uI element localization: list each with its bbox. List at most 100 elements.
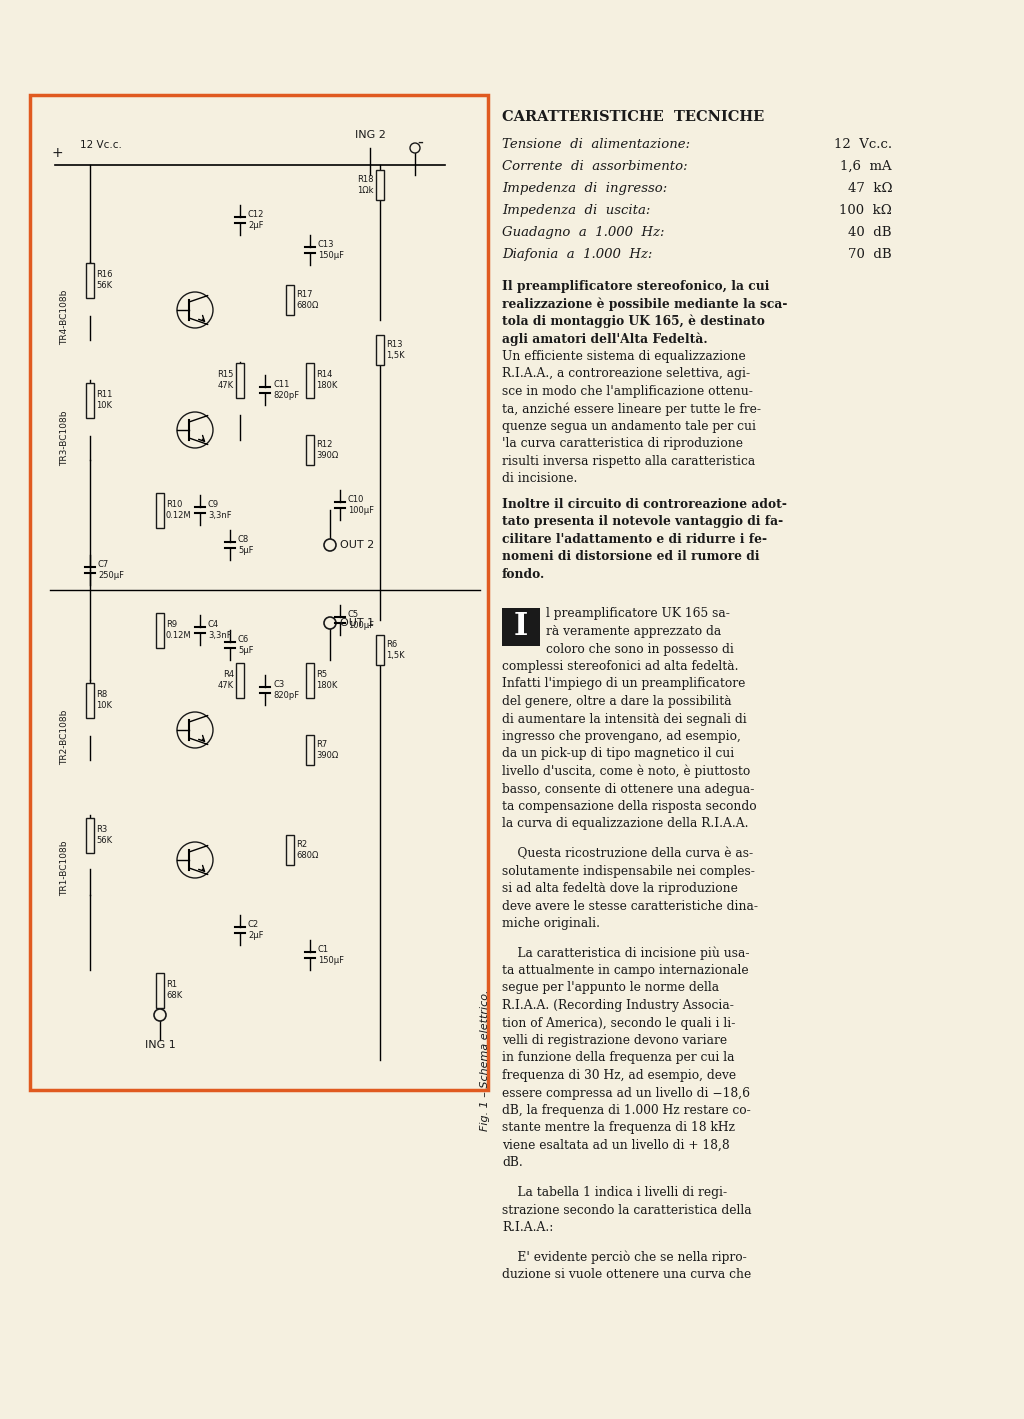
Text: R5
180K: R5 180K xyxy=(316,670,337,690)
Text: R4
47K: R4 47K xyxy=(218,670,234,690)
Text: C1
150µF: C1 150µF xyxy=(318,945,344,965)
Text: coloro che sono in possesso di: coloro che sono in possesso di xyxy=(546,643,734,656)
Text: Impedenza  di  uscita:: Impedenza di uscita: xyxy=(502,204,650,217)
Text: viene esaltata ad un livello di + 18,8: viene esaltata ad un livello di + 18,8 xyxy=(502,1139,730,1152)
Text: sce in modo che l'amplificazione ottenu-: sce in modo che l'amplificazione ottenu- xyxy=(502,385,753,397)
Text: Un efficiente sistema di equalizzazione: Un efficiente sistema di equalizzazione xyxy=(502,350,745,363)
Bar xyxy=(306,663,314,698)
Text: R8
10K: R8 10K xyxy=(96,690,112,710)
Text: la curva di equalizzazione della R.I.A.A.: la curva di equalizzazione della R.I.A.A… xyxy=(502,817,749,830)
Text: tola di montaggio UK 165, è destinato: tola di montaggio UK 165, è destinato xyxy=(502,315,765,329)
Text: C10
100µF: C10 100µF xyxy=(348,495,374,515)
Text: tion of America), secondo le quali i li-: tion of America), secondo le quali i li- xyxy=(502,1016,735,1030)
Text: Tensione  di  alimentazione:: Tensione di alimentazione: xyxy=(502,138,690,150)
Text: livello d'uscita, come è noto, è piuttosto: livello d'uscita, come è noto, è piuttos… xyxy=(502,765,751,779)
Text: 1,6  mA: 1,6 mA xyxy=(841,160,892,173)
Bar xyxy=(376,335,384,365)
Text: C11
820pF: C11 820pF xyxy=(273,380,299,400)
Text: realizzazione è possibile mediante la sca-: realizzazione è possibile mediante la sc… xyxy=(502,298,787,311)
Text: dB, la frequenza di 1.000 Hz restare co-: dB, la frequenza di 1.000 Hz restare co- xyxy=(502,1104,751,1117)
Text: strazione secondo la caratteristica della: strazione secondo la caratteristica dell… xyxy=(502,1203,752,1216)
Bar xyxy=(156,972,164,1007)
Bar xyxy=(306,362,314,397)
Circle shape xyxy=(154,1009,166,1022)
Bar xyxy=(236,663,244,698)
Text: R1
68K: R1 68K xyxy=(166,981,182,1000)
Text: TR4-BC108b: TR4-BC108b xyxy=(60,289,69,345)
Circle shape xyxy=(410,143,420,153)
Text: OUT 2: OUT 2 xyxy=(340,541,374,551)
Text: C8
5µF: C8 5µF xyxy=(238,535,254,555)
Text: fondo.: fondo. xyxy=(502,568,545,580)
Text: R.I.A.A.:: R.I.A.A.: xyxy=(502,1220,553,1235)
Text: Questa ricostruzione della curva è as-: Questa ricostruzione della curva è as- xyxy=(502,847,753,860)
Circle shape xyxy=(177,292,213,328)
Text: risulti inversa rispetto alla caratteristica: risulti inversa rispetto alla caratteris… xyxy=(502,455,756,468)
Text: Diafonia  a  1.000  Hz:: Diafonia a 1.000 Hz: xyxy=(502,248,652,261)
Text: La tabella 1 indica i livelli di regi-: La tabella 1 indica i livelli di regi- xyxy=(502,1186,727,1199)
Text: cilitare l'adattamento e di ridurre i fe-: cilitare l'adattamento e di ridurre i fe… xyxy=(502,534,767,546)
Text: in funzione della frequenza per cui la: in funzione della frequenza per cui la xyxy=(502,1051,734,1064)
Text: R11
10K: R11 10K xyxy=(96,390,113,410)
Text: -: - xyxy=(417,133,423,150)
Text: Il preamplificatore stereofonico, la cui: Il preamplificatore stereofonico, la cui xyxy=(502,280,769,292)
Text: solutamente indispensabile nei comples-: solutamente indispensabile nei comples- xyxy=(502,864,755,877)
Text: R17
680Ω: R17 680Ω xyxy=(296,291,318,309)
Bar xyxy=(502,607,540,646)
Text: stante mentre la frequenza di 18 kHz: stante mentre la frequenza di 18 kHz xyxy=(502,1121,735,1135)
Text: R.I.A.A., a controreazione selettiva, agi-: R.I.A.A., a controreazione selettiva, ag… xyxy=(502,368,751,380)
Text: ING 1: ING 1 xyxy=(144,1040,175,1050)
Text: +: + xyxy=(51,146,62,160)
Text: segue per l'appunto le norme della: segue per l'appunto le norme della xyxy=(502,982,719,995)
Text: R10
0.12M: R10 0.12M xyxy=(166,501,191,519)
Text: R9
0.12M: R9 0.12M xyxy=(166,620,191,640)
Circle shape xyxy=(324,617,336,629)
Text: miche originali.: miche originali. xyxy=(502,917,600,929)
Text: Guadagno  a  1.000  Hz:: Guadagno a 1.000 Hz: xyxy=(502,226,665,238)
Text: R12
390Ω: R12 390Ω xyxy=(316,440,338,460)
Bar xyxy=(286,285,294,315)
Text: di incisione.: di incisione. xyxy=(502,473,578,485)
Bar xyxy=(236,362,244,397)
Bar xyxy=(376,170,384,200)
Text: R16
56K: R16 56K xyxy=(96,270,113,289)
Text: C5
100µF: C5 100µF xyxy=(348,610,374,630)
Circle shape xyxy=(324,539,336,551)
Text: E' evidente perciò che se nella ripro-: E' evidente perciò che se nella ripro- xyxy=(502,1250,746,1264)
Text: OUT 1: OUT 1 xyxy=(340,619,374,629)
Text: 47  kΩ: 47 kΩ xyxy=(848,182,892,194)
Text: TR3-BC108b: TR3-BC108b xyxy=(60,410,69,465)
Circle shape xyxy=(177,412,213,448)
Bar xyxy=(376,634,384,666)
Text: 70  dB: 70 dB xyxy=(848,248,892,261)
Text: si ad alta fedeltà dove la riproduzione: si ad alta fedeltà dove la riproduzione xyxy=(502,883,738,895)
Text: tato presenta il notevole vantaggio di fa-: tato presenta il notevole vantaggio di f… xyxy=(502,515,783,528)
Text: C6
5µF: C6 5µF xyxy=(238,636,254,654)
Text: 100  kΩ: 100 kΩ xyxy=(840,204,892,217)
Circle shape xyxy=(177,841,213,878)
Text: ING 2: ING 2 xyxy=(354,131,385,140)
Text: C3
820pF: C3 820pF xyxy=(273,680,299,700)
Text: nomeni di distorsione ed il rumore di: nomeni di distorsione ed il rumore di xyxy=(502,551,760,563)
Text: di aumentare la intensità dei segnali di: di aumentare la intensità dei segnali di xyxy=(502,712,746,725)
Text: basso, consente di ottenere una adegua-: basso, consente di ottenere una adegua- xyxy=(502,782,755,796)
Bar xyxy=(306,735,314,765)
Text: da un pick-up di tipo magnetico il cui: da un pick-up di tipo magnetico il cui xyxy=(502,748,734,761)
Text: ingresso che provengano, ad esempio,: ingresso che provengano, ad esempio, xyxy=(502,729,741,744)
Text: I: I xyxy=(514,612,528,641)
Text: 12  Vc.c.: 12 Vc.c. xyxy=(834,138,892,150)
Text: quenze segua un andamento tale per cui: quenze segua un andamento tale per cui xyxy=(502,420,756,433)
Text: C13
150µF: C13 150µF xyxy=(318,240,344,260)
Bar xyxy=(30,95,488,1090)
Text: Fig. 1 – Schema elettrico.: Fig. 1 – Schema elettrico. xyxy=(480,989,490,1131)
Text: ta compensazione della risposta secondo: ta compensazione della risposta secondo xyxy=(502,800,757,813)
Text: frequenza di 30 Hz, ad esempio, deve: frequenza di 30 Hz, ad esempio, deve xyxy=(502,1069,736,1083)
Text: R13
1,5K: R13 1,5K xyxy=(386,341,404,359)
Text: l preamplificatore UK 165 sa-: l preamplificatore UK 165 sa- xyxy=(546,607,730,620)
Text: R.I.A.A. (Recording Industry Associa-: R.I.A.A. (Recording Industry Associa- xyxy=(502,999,734,1012)
Text: C7
250µF: C7 250µF xyxy=(98,561,124,580)
Text: rà veramente apprezzato da: rà veramente apprezzato da xyxy=(546,624,721,639)
Text: dB.: dB. xyxy=(502,1156,522,1169)
Text: R15
47K: R15 47K xyxy=(218,370,234,390)
Text: R18
1Ωk: R18 1Ωk xyxy=(357,176,374,194)
